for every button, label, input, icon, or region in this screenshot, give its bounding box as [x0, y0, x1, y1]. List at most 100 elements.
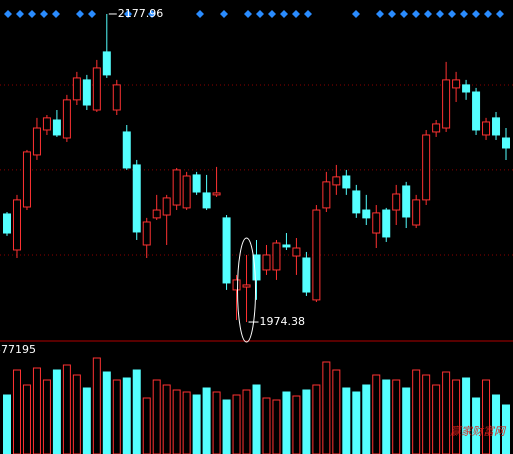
signal-row [4, 10, 504, 18]
volume-bar [392, 379, 401, 454]
candle-body [432, 123, 441, 133]
signal-diamond [124, 10, 132, 18]
candle-body [392, 193, 401, 211]
volume-bar [212, 391, 221, 454]
volume-bar [122, 377, 131, 454]
signal-diamond [388, 10, 396, 18]
signal-diamond [400, 10, 408, 18]
signal-diamond [76, 10, 84, 18]
candle-body [452, 79, 461, 89]
signal-diamond [376, 10, 384, 18]
volume-bar [362, 384, 371, 454]
candle-body [272, 242, 281, 271]
volume-bar [22, 384, 31, 454]
signal-diamond [244, 10, 252, 18]
candle-body [122, 131, 131, 169]
signal-diamond [148, 10, 156, 18]
volume-bar [462, 377, 471, 454]
volume-bar [262, 397, 271, 454]
candle-body [352, 190, 361, 214]
volume-bar [272, 399, 281, 454]
volume-bar [3, 394, 11, 454]
volume-bar [442, 371, 451, 454]
volume-bar [162, 384, 171, 454]
signal-diamond [40, 10, 48, 18]
volume-bar [172, 389, 181, 454]
volume-bar [372, 374, 381, 454]
candle-body [492, 117, 501, 136]
volume-bar [342, 387, 351, 454]
signal-diamond [496, 10, 504, 18]
candle-body [502, 137, 510, 149]
volume-bar [402, 387, 411, 454]
volume-bar [232, 394, 241, 454]
volume-bar [332, 369, 341, 454]
candle-body [162, 197, 171, 216]
candle-body [422, 134, 431, 201]
candle-body [332, 176, 341, 186]
volume-bar [142, 397, 151, 454]
volume-bar [192, 394, 201, 454]
signal-diamond [484, 10, 492, 18]
signal-diamond [256, 10, 264, 18]
signal-diamond [52, 10, 60, 18]
signal-diamond [460, 10, 468, 18]
volume-bar [92, 357, 101, 454]
low-label: 1974.38 [260, 315, 306, 328]
volume-bar [252, 384, 261, 454]
candle-body [402, 185, 411, 218]
volume-bar [132, 369, 141, 454]
candle-body [102, 51, 111, 76]
high-label: 2177.96 [118, 7, 164, 20]
volume-bar [312, 384, 321, 454]
candle-body [362, 209, 371, 219]
signal-diamond [412, 10, 420, 18]
volume-bar [12, 369, 21, 454]
volume-bar [432, 384, 441, 454]
volume-tick-label: 377195 [0, 343, 36, 356]
volume-bar [482, 379, 491, 454]
signal-diamond [472, 10, 480, 18]
volume-bar [222, 399, 231, 454]
signal-diamond [292, 10, 300, 18]
candle-body [302, 257, 311, 293]
candle-body [52, 119, 61, 136]
candle-body [62, 99, 71, 139]
watermark: 赢家财富网 [450, 425, 507, 438]
volume-bar [62, 364, 71, 454]
volume-bar [302, 389, 311, 454]
volume-bar [152, 379, 161, 454]
candle-body [382, 209, 391, 238]
volume-bar [422, 374, 431, 454]
candle-body [142, 221, 151, 246]
signal-diamond [268, 10, 276, 18]
candle-body [172, 169, 181, 206]
candle-body [192, 174, 201, 193]
candle-body [252, 254, 261, 281]
signal-diamond [424, 10, 432, 18]
signal-diamond [448, 10, 456, 18]
candle-body [152, 209, 161, 219]
candle-body [262, 254, 271, 271]
candle-body [42, 117, 51, 131]
candle-body [242, 284, 251, 288]
candle-body [202, 192, 211, 209]
candle-body [132, 164, 141, 233]
candle-body [92, 67, 101, 111]
candle-body [32, 127, 41, 156]
volume-bar [52, 369, 61, 454]
candle-body [22, 151, 31, 208]
volume-bar [102, 371, 111, 454]
candle-body [82, 79, 91, 106]
candle-body [282, 244, 291, 248]
volume-bar [202, 387, 211, 454]
candle-body [212, 192, 221, 196]
signal-diamond [196, 10, 204, 18]
volume-bar [282, 391, 291, 454]
candle-body [482, 121, 491, 136]
signal-diamond [352, 10, 360, 18]
candle-body [222, 217, 231, 284]
candle-body [342, 175, 351, 189]
